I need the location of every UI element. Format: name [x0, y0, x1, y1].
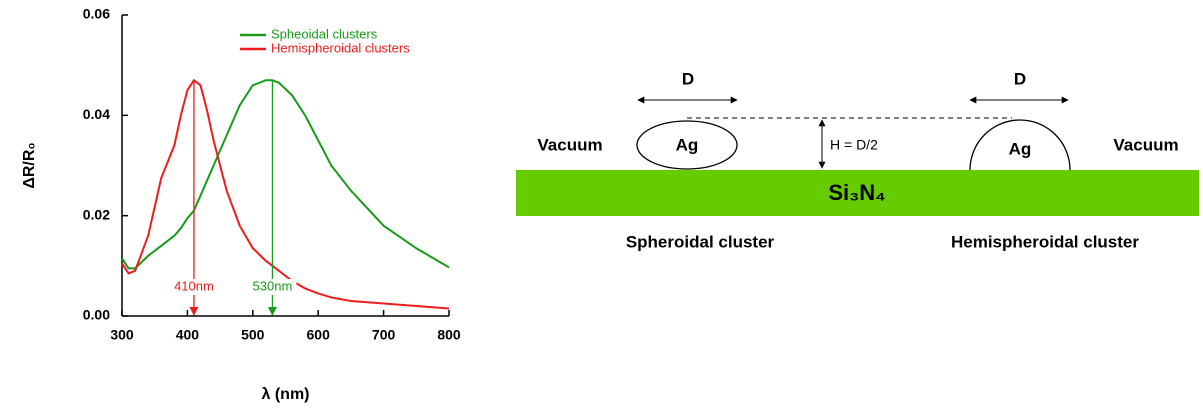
annotation-label: 410nm	[174, 278, 214, 293]
x-tick-label: 300	[110, 327, 134, 343]
diagram: Si₃N₄ Ag Ag H = D/2 D D Vacuum Vacuum Sp…	[516, 69, 1199, 251]
annotation-bg	[248, 279, 297, 295]
particle-label: Ag	[676, 135, 699, 154]
line-series	[121, 78, 450, 310]
y-tick-label: 0.06	[83, 6, 110, 22]
medium-label: Vacuum	[1113, 135, 1178, 154]
substrate-label: Si₃N₄	[828, 180, 885, 205]
medium-label: Vacuum	[537, 135, 602, 154]
height-label: H = D/2	[830, 137, 878, 153]
hemispheroid	[969, 119, 1071, 171]
caption: Spheroidal cluster	[626, 232, 775, 251]
caption: Hemispheroidal cluster	[951, 232, 1139, 251]
width-label: D	[1014, 69, 1026, 88]
x-tick-label: 700	[372, 327, 396, 343]
x-tick-label: 600	[307, 327, 331, 343]
annotation-label: 530nm	[253, 278, 293, 293]
x-tick-label: 800	[437, 327, 461, 343]
spheroid	[636, 120, 738, 170]
width-label: D	[682, 69, 694, 88]
y-tick-label: 0.04	[83, 106, 110, 122]
legend-label: Hemispheroidal clusters	[271, 40, 410, 55]
plot: 0.00 0.02 0.04 0.06 300 400 500 600 700 800 λ (nm)…	[21, 6, 461, 404]
particle-label: Ag	[1009, 139, 1032, 158]
y-axis-label: ΔR/R₀	[21, 142, 38, 188]
x-axis-label: λ (nm)	[262, 386, 310, 403]
legend-label: Spheoidal clusters	[271, 26, 378, 41]
line-series	[121, 79, 450, 270]
annotation-bg	[169, 279, 218, 295]
y-tick-label: 0.00	[83, 307, 110, 323]
substrate	[516, 170, 1199, 216]
x-tick-label: 400	[176, 327, 200, 343]
y-tick-label: 0.02	[83, 206, 110, 222]
x-tick-label: 500	[241, 327, 265, 343]
